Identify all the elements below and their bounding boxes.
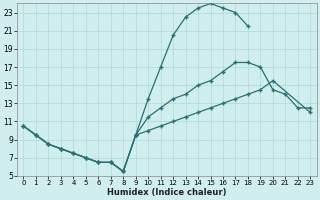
X-axis label: Humidex (Indice chaleur): Humidex (Indice chaleur) [107, 188, 227, 197]
